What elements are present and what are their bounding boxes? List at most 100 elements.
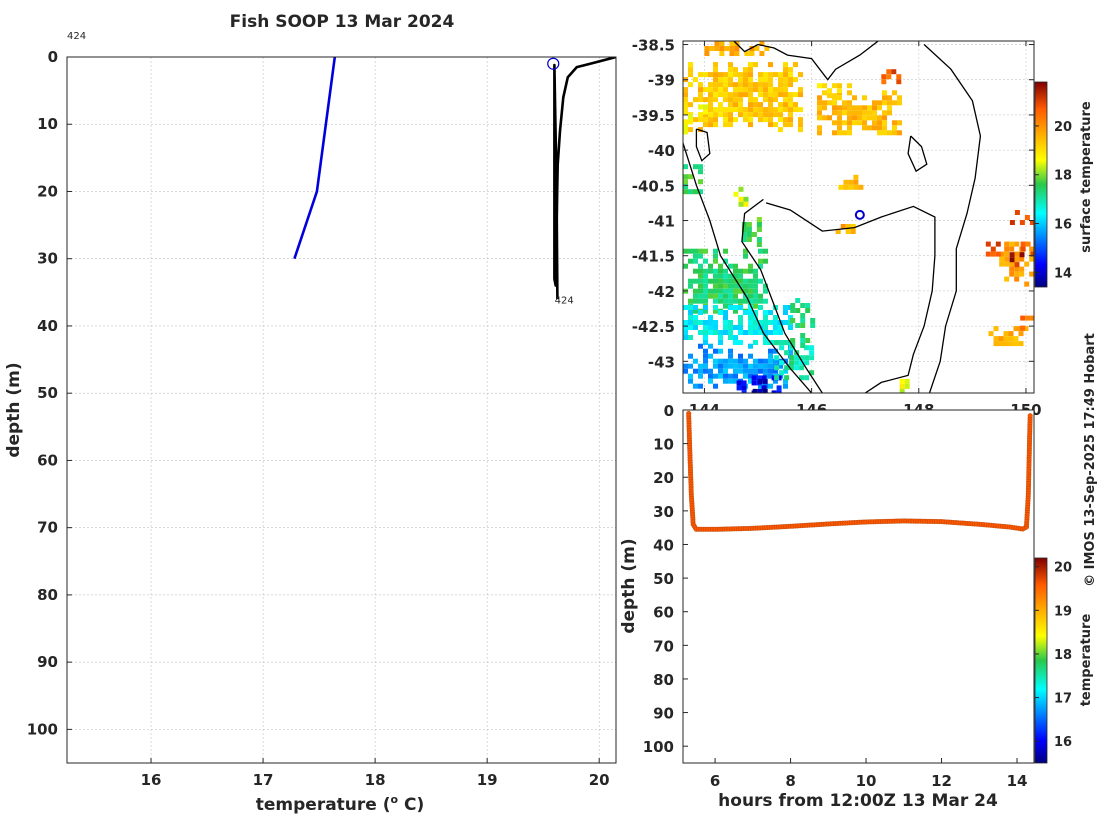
map-cell bbox=[748, 87, 753, 93]
profile-line-reference bbox=[293, 57, 337, 260]
map-cell bbox=[713, 293, 718, 299]
map-cell bbox=[748, 62, 753, 68]
map-cell bbox=[703, 248, 708, 254]
map-cell bbox=[768, 383, 773, 389]
map-king-island bbox=[695, 128, 711, 162]
map-cell bbox=[1024, 261, 1030, 267]
map-cell bbox=[698, 112, 703, 118]
map-cell bbox=[892, 90, 897, 96]
map-cell bbox=[713, 308, 718, 314]
map-cell bbox=[693, 117, 698, 123]
map-cell bbox=[713, 283, 718, 289]
map-cell bbox=[713, 77, 718, 83]
map-patch bbox=[1009, 252, 1025, 268]
map-cell bbox=[1009, 252, 1015, 258]
map-cell bbox=[718, 298, 723, 304]
profile-ytick-label: 70 bbox=[37, 519, 58, 537]
map-cell bbox=[713, 117, 718, 123]
map-cell bbox=[698, 343, 703, 349]
map-cell bbox=[1004, 251, 1010, 257]
map-cell bbox=[704, 46, 710, 51]
map-cell bbox=[728, 305, 733, 310]
map-cell bbox=[698, 320, 703, 325]
map-cell bbox=[1018, 341, 1024, 347]
map-cell bbox=[758, 358, 763, 364]
map-shelf-east bbox=[923, 44, 982, 393]
map-cell bbox=[709, 46, 715, 51]
map-cell bbox=[733, 308, 738, 314]
map-patch bbox=[704, 41, 770, 56]
map-cell bbox=[771, 390, 777, 393]
map-cell bbox=[718, 363, 723, 369]
map-cell bbox=[729, 41, 735, 46]
map-cell bbox=[763, 92, 768, 98]
map-cell bbox=[862, 120, 867, 126]
depth-colorbar-tick-label: 20 bbox=[1054, 561, 1072, 576]
map-cell bbox=[708, 353, 713, 359]
map-cell bbox=[795, 308, 801, 313]
map-cell bbox=[852, 95, 857, 101]
map-cell bbox=[832, 105, 837, 111]
map-cell bbox=[753, 368, 758, 374]
map-cell bbox=[804, 355, 810, 361]
map-cell bbox=[713, 348, 718, 354]
map-cell bbox=[743, 330, 748, 335]
map-cell bbox=[784, 350, 790, 356]
map-cell bbox=[867, 115, 872, 121]
map-cell bbox=[738, 288, 743, 294]
map-cell bbox=[762, 378, 768, 384]
map-cell bbox=[763, 117, 768, 123]
map-cell bbox=[743, 283, 748, 289]
map-cell bbox=[763, 97, 768, 103]
depth-ytick-label: 20 bbox=[653, 469, 674, 487]
map-cell bbox=[774, 355, 780, 361]
map-cell bbox=[877, 100, 882, 106]
map-cell bbox=[733, 268, 738, 274]
map-cell bbox=[743, 112, 748, 118]
map-cell bbox=[899, 388, 905, 393]
map-cell bbox=[763, 320, 768, 325]
map-cell bbox=[805, 308, 811, 313]
profile-ytick-label: 100 bbox=[27, 720, 58, 738]
map-cell bbox=[843, 184, 849, 190]
map-cell bbox=[714, 46, 720, 51]
map-cell bbox=[713, 62, 718, 68]
map-cell bbox=[763, 368, 768, 374]
map-cell bbox=[723, 77, 728, 83]
map-cell bbox=[741, 385, 747, 391]
map-cell bbox=[1029, 271, 1034, 277]
map-cell bbox=[688, 189, 693, 195]
map-cell bbox=[862, 115, 867, 121]
map-cell bbox=[733, 263, 738, 269]
map-cell bbox=[774, 365, 780, 371]
map-tasmania-west bbox=[741, 198, 823, 393]
map-cell bbox=[993, 336, 999, 342]
map-cell bbox=[693, 305, 698, 310]
map-cell bbox=[693, 97, 698, 103]
map-cell bbox=[805, 338, 811, 343]
profile-axes-box bbox=[66, 56, 617, 764]
map-cell bbox=[693, 253, 698, 259]
map-cell bbox=[713, 358, 718, 364]
map-cell bbox=[783, 368, 788, 374]
map-cell bbox=[783, 62, 788, 68]
map-cell bbox=[698, 383, 703, 389]
map-cell bbox=[708, 117, 713, 123]
map-cell bbox=[746, 237, 752, 242]
map-cell bbox=[783, 383, 788, 389]
map-cell bbox=[743, 278, 748, 284]
map-cell bbox=[763, 107, 768, 113]
map-cell bbox=[748, 67, 753, 73]
map-cell bbox=[703, 335, 708, 340]
map-cell bbox=[688, 72, 693, 78]
depth-track-points bbox=[686, 410, 1033, 532]
map-cell bbox=[728, 373, 733, 379]
map-cell bbox=[718, 77, 723, 83]
map-cell bbox=[733, 358, 738, 364]
map-cell bbox=[789, 365, 795, 371]
map-cell bbox=[877, 130, 882, 136]
map-cell bbox=[738, 186, 744, 192]
map-cell bbox=[688, 278, 693, 284]
map-cell bbox=[748, 117, 753, 123]
map-cell bbox=[698, 104, 703, 110]
